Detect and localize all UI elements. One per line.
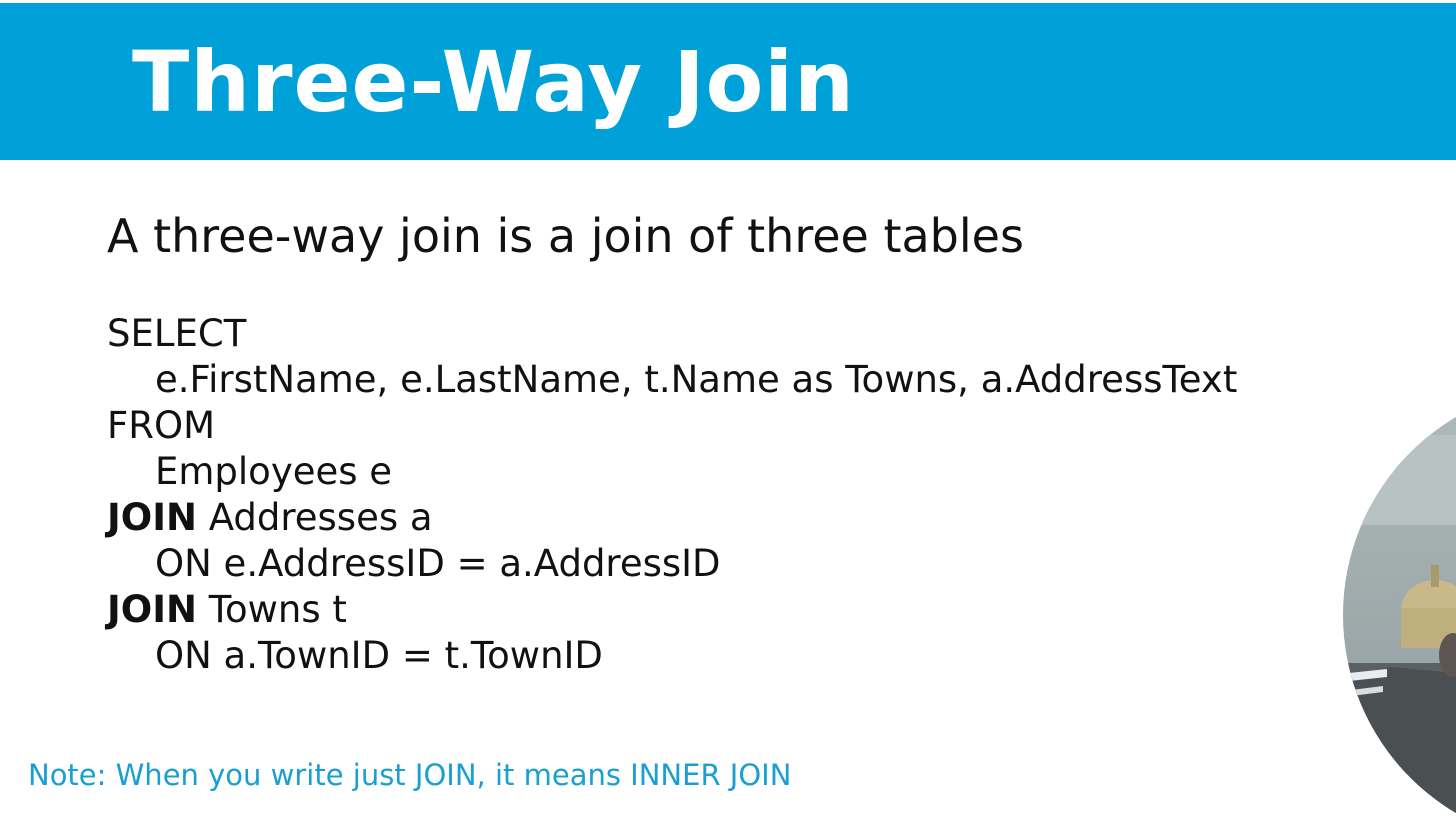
slide-title: Three-Way Join: [132, 33, 855, 131]
sql-code-block: SELECT e.FirstName, e.LastName, t.Name a…: [107, 311, 1237, 679]
join-addresses-condition: ON e.AddressID = a.AddressID: [155, 542, 721, 585]
presenter-webcam-icon: [1343, 405, 1456, 822]
code-line-join-addresses: JOIN Addresses a: [107, 495, 1237, 541]
join-keyword: JOIN: [107, 496, 197, 539]
join-addresses-table: Addresses a: [196, 496, 433, 539]
code-line-select: SELECT: [107, 311, 1237, 357]
title-bar: [0, 3, 1456, 160]
join-keyword: JOIN: [107, 588, 197, 631]
code-line-from: FROM: [107, 403, 1237, 449]
select-keyword: SELECT: [107, 312, 247, 355]
presenter-webcam-thumbnail: [1343, 405, 1456, 822]
from-table: Employees e: [155, 450, 393, 493]
join-towns-condition: ON a.TownID = t.TownID: [155, 634, 603, 677]
code-line-from-table: Employees e: [107, 449, 1237, 495]
code-line-join-towns-on: ON a.TownID = t.TownID: [107, 633, 1237, 679]
inner-join-note: Note: When you write just JOIN, it means…: [28, 758, 792, 792]
from-keyword: FROM: [107, 404, 216, 447]
code-line-join-addresses-on: ON e.AddressID = a.AddressID: [107, 541, 1237, 587]
select-columns: e.FirstName, e.LastName, t.Name as Towns…: [155, 358, 1238, 401]
code-line-columns: e.FirstName, e.LastName, t.Name as Towns…: [107, 357, 1237, 403]
code-line-join-towns: JOIN Towns t: [107, 587, 1237, 633]
slide-subtitle: A three-way join is a join of three tabl…: [107, 209, 1024, 263]
join-towns-table: Towns t: [196, 588, 347, 631]
